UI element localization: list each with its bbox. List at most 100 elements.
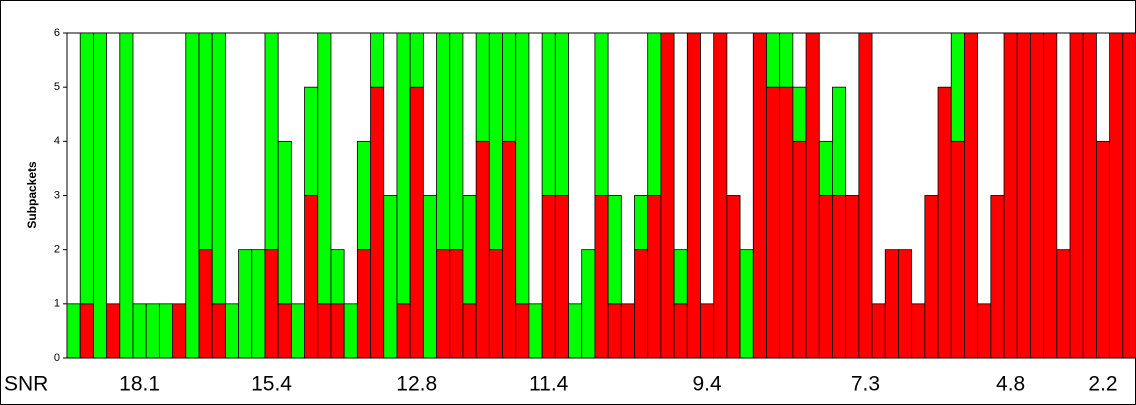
y-tick-label: 2 (54, 244, 60, 256)
bar-segment (1109, 32, 1124, 359)
bar-segment (211, 303, 226, 359)
bar-segment (779, 86, 794, 359)
x-tick-label: 12.8 (396, 373, 437, 396)
bar-segment (396, 303, 411, 359)
bar-segment (568, 303, 583, 359)
y-tick-label: 0 (54, 352, 60, 364)
bar-segment (106, 303, 121, 359)
bar-segment (647, 195, 662, 359)
bar-segment (409, 86, 424, 359)
bar-segment (224, 303, 239, 359)
bar-segment (343, 303, 358, 359)
bar-segment (370, 86, 385, 359)
bar-segment (805, 32, 820, 359)
bar-segment (818, 140, 833, 196)
bar-segment (251, 249, 266, 359)
bar-segment (1043, 32, 1058, 359)
x-tick-label: 11.4 (529, 373, 569, 396)
bar-segment (449, 249, 464, 359)
bar-segment (594, 32, 609, 196)
bar-segment (845, 195, 860, 359)
bar-segment (449, 32, 464, 251)
bar-segment (1016, 32, 1031, 359)
x-tick-label: 7.3 (851, 373, 880, 396)
bar-segment (607, 195, 622, 305)
bar-segment (172, 303, 187, 359)
bar-segment (581, 249, 596, 359)
bar-segment (79, 32, 94, 305)
bar-segment (647, 32, 662, 196)
bar-segment (475, 32, 490, 142)
bar-segment (264, 32, 279, 251)
y-tick-label: 6 (54, 27, 60, 39)
y-tick-label: 5 (54, 81, 60, 93)
bar-segment (92, 32, 107, 359)
bar-segment (739, 249, 754, 359)
bar-segment (884, 249, 899, 359)
bar-segment (541, 32, 556, 196)
bar-segment (964, 32, 979, 359)
bar-segment (1069, 32, 1084, 359)
bar-segment (304, 195, 319, 359)
bar-segment (304, 86, 319, 196)
bar-segment (660, 32, 675, 359)
bar-segment (950, 140, 965, 359)
bar-segment (502, 32, 517, 142)
bar-segment (937, 86, 952, 359)
bar-segment (264, 249, 279, 359)
bar-segment (1003, 32, 1018, 359)
bar-segment (211, 32, 226, 305)
bar-segment (158, 303, 173, 359)
bar-segment (422, 195, 437, 359)
bar-segment (832, 86, 847, 196)
bar-segment (1056, 249, 1071, 359)
bar-segment (911, 303, 926, 359)
bar-segment (277, 140, 292, 305)
bar-segment (488, 249, 503, 359)
x-tick-label: 18.1 (119, 373, 160, 396)
bar-segment (528, 303, 543, 359)
bar-segment (554, 195, 569, 359)
bar-segment (290, 303, 305, 359)
bar-segment (198, 32, 213, 251)
bar-segment (977, 303, 992, 359)
bar-segment (700, 303, 715, 359)
bar-segment (515, 32, 530, 305)
x-tick-label: 4.8 (996, 373, 1025, 396)
bar-segment (792, 86, 807, 142)
y-tick-label: 1 (54, 298, 60, 310)
bar-segment (356, 249, 371, 359)
bar-segment (502, 140, 517, 359)
bar-segment (436, 249, 451, 359)
bar-segment (488, 32, 503, 251)
bar-segment (792, 140, 807, 359)
bar-segment (541, 195, 556, 359)
bar-segment (1096, 140, 1111, 359)
y-tick-label: 3 (54, 189, 60, 201)
bar-segment (462, 195, 477, 305)
bar-segment (317, 303, 332, 359)
bar-segment (132, 303, 147, 359)
bar-segment (924, 195, 939, 359)
bar-segment (990, 195, 1005, 359)
bar-segment (713, 32, 728, 359)
bar-segment (79, 303, 94, 359)
bar-segment (673, 249, 688, 305)
bar-segment (1030, 32, 1045, 359)
bar-segment (779, 32, 794, 88)
bar-segment (766, 86, 781, 359)
bar-segment (1122, 32, 1136, 359)
bar-segment (594, 195, 609, 359)
bar-segment (686, 32, 701, 359)
bar-segment (620, 303, 635, 359)
bar-segment (634, 249, 649, 359)
bar-segment (396, 32, 411, 305)
bar-segment (515, 303, 530, 359)
x-tick-label: 15.4 (251, 373, 292, 396)
bar-segment (145, 303, 160, 359)
bar-segment (1082, 32, 1097, 359)
bar-segment (277, 303, 292, 359)
x-tick-label: 9.4 (692, 373, 722, 396)
x-axis-label: SNR (4, 373, 48, 396)
